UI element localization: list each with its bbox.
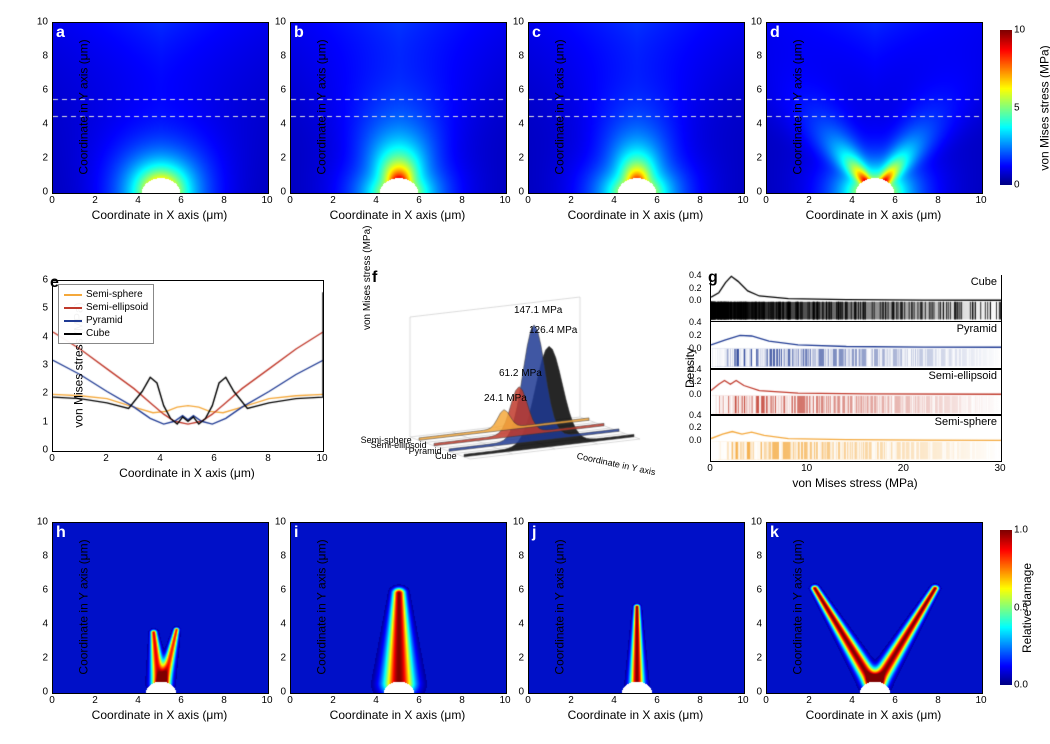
x-axis-label: Coordinate in X axis (μm) [119, 466, 255, 480]
x-axis-label: Coordinate in X axis (μm) [806, 208, 942, 222]
x-axis-label: Coordinate in X axis (μm) [568, 708, 704, 722]
stress-heatmap-a: a02468100246810Coordinate in X axis (μm)… [52, 22, 267, 192]
y-axis-label: Coordinate in Y axis (μm) [791, 39, 805, 174]
x-axis-label: Coordinate in X axis (μm) [92, 208, 228, 222]
subplot-label: b [294, 24, 304, 42]
peak-annotation: 147.1 MPa [514, 305, 562, 316]
x-axis-label: Coordinate in X axis (μm) [92, 708, 228, 722]
stress-colorbar: 0510von Mises stress (MPa) [1000, 30, 1012, 185]
peak-annotation: 24.1 MPa [484, 393, 527, 404]
peak-annotation: 61.2 MPa [499, 368, 542, 379]
damage-map-j: j02468100246810Coordinate in X axis (μm)… [528, 522, 743, 692]
subplot-label: d [770, 24, 780, 42]
peak-annotation: 126.4 MPa [529, 325, 577, 336]
y-axis-label: Coordinate in Y axis (μm) [553, 539, 567, 674]
legend-item: Semi-sphere [86, 288, 143, 301]
legend-item: Semi-ellipsoid [86, 301, 148, 314]
colorbar-label: Relative damage [1020, 562, 1034, 652]
y-axis-label: Coordinate in Y axis (μm) [553, 39, 567, 174]
density-rug-g: gCube0.00.20.4Pyramid0.00.20.4Semi-ellip… [710, 275, 1000, 460]
y-axis-label: Density [683, 347, 697, 387]
y-axis-label: Coordinate in Y axis (μm) [77, 39, 91, 174]
subplot-label: a [56, 24, 65, 42]
legend: Semi-sphereSemi-ellipsoidPyramidCube [58, 284, 154, 344]
y-axis-label: Coordinate in Y axis (μm) [791, 539, 805, 674]
y-axis-label: Coordinate in Y axis (μm) [315, 39, 329, 174]
density-row-label: Pyramid [957, 323, 997, 335]
y-axis-label: Coordinate in Y axis (μm) [315, 539, 329, 674]
legend-item: Cube [86, 327, 110, 340]
density-row-label: Semi-sphere [935, 416, 997, 428]
line-plot-e: 02468100123456Coordinate in X axis (μm)v… [52, 280, 322, 450]
density-row-label: Cube [971, 276, 997, 288]
stress-heatmap-b: b02468100246810Coordinate in X axis (μm)… [290, 22, 505, 192]
x-axis-label: Coordinate in X axis (μm) [568, 208, 704, 222]
waterfall-3d-f: Semi-sphereSemi-ellipsoidPyramidCube24.1… [370, 275, 650, 465]
stress-heatmap-d: d02468100246810Coordinate in X axis (μm)… [766, 22, 981, 192]
colorbar-label: von Mises stress (MPa) [1038, 45, 1050, 170]
y-axis-label: Coordinate in Y axis (μm) [77, 539, 91, 674]
legend-item: Pyramid [86, 314, 123, 327]
x-axis-label: Coordinate in X axis (μm) [330, 208, 466, 222]
damage-map-k: k02468100246810Coordinate in X axis (μm)… [766, 522, 981, 692]
density-row-label: Semi-ellipsoid [929, 370, 997, 382]
subplot-label: c [532, 24, 541, 42]
x-axis-label: von Mises stress (MPa) [792, 476, 917, 490]
x-axis-label: Coordinate in X axis (μm) [330, 708, 466, 722]
damage-map-i: i02468100246810Coordinate in X axis (μm)… [290, 522, 505, 692]
damage-colorbar: 0.00.51.0Relative damage [1000, 530, 1012, 685]
damage-map-h: h02468100246810Coordinate in X axis (μm)… [52, 522, 267, 692]
x-axis-label: Coordinate in X axis (μm) [806, 708, 942, 722]
stress-heatmap-c: c02468100246810Coordinate in X axis (μm)… [528, 22, 743, 192]
category-label: Cube [397, 451, 457, 461]
